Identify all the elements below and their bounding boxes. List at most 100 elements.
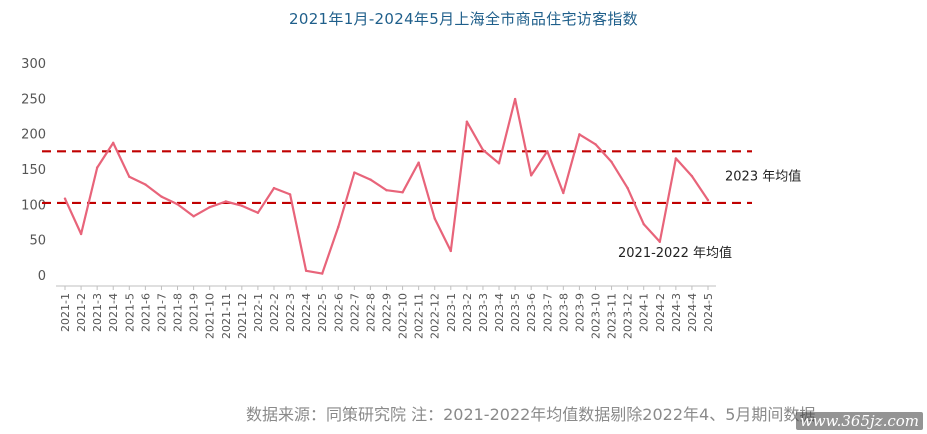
data-point bbox=[401, 191, 404, 194]
x-tick-label: 2024-1 bbox=[638, 293, 651, 332]
data-point bbox=[513, 97, 517, 101]
data-point bbox=[546, 150, 549, 153]
data-point bbox=[610, 160, 613, 164]
y-tick-label: 150 bbox=[21, 163, 46, 178]
x-tick-label: 2022-1 bbox=[252, 293, 265, 332]
x-tick-label: 2022-6 bbox=[332, 293, 345, 332]
x-tick-label: 2021-7 bbox=[155, 293, 168, 332]
data-point bbox=[224, 200, 227, 203]
data-point bbox=[690, 174, 694, 178]
site-watermark: www.365jz.com bbox=[795, 412, 923, 430]
data-point bbox=[112, 141, 115, 145]
x-tick-label: 2023-4 bbox=[493, 293, 506, 332]
y-tick-label: 300 bbox=[21, 57, 46, 72]
x-tick-label: 2024-2 bbox=[654, 293, 667, 332]
x-tick-label: 2024-5 bbox=[702, 293, 715, 332]
x-axis: 2021-1 2021-2 2021-3 2021-4 2021-5 2021-6 2021… bbox=[56, 285, 716, 339]
x-tick-label: 2022-10 bbox=[397, 293, 410, 339]
data-point bbox=[417, 161, 420, 164]
x-tick-label: 2023-12 bbox=[622, 293, 635, 339]
data-point bbox=[160, 195, 163, 198]
x-tick-label: 2021-5 bbox=[123, 293, 136, 332]
data-point bbox=[240, 204, 244, 207]
data-point bbox=[208, 205, 211, 209]
data-point bbox=[304, 269, 308, 272]
x-tick-label: 2023-5 bbox=[509, 293, 522, 332]
data-point bbox=[337, 225, 340, 229]
data-point bbox=[449, 249, 452, 253]
x-tick-label: 2021-11 bbox=[220, 293, 233, 339]
x-tick-label: 2023-9 bbox=[573, 293, 586, 332]
data-point bbox=[481, 148, 485, 152]
y-axis: 0 50 100 150 200 250 300 bbox=[21, 57, 46, 284]
data-point bbox=[321, 272, 324, 275]
x-tick-label: 2021-8 bbox=[172, 293, 185, 332]
x-tick-label: 2022-11 bbox=[413, 293, 426, 339]
data-point bbox=[497, 162, 501, 165]
x-tick-label: 2024-3 bbox=[670, 293, 683, 332]
x-tick-label: 2021-6 bbox=[139, 293, 152, 332]
data-point bbox=[529, 174, 533, 177]
x-tick-label: 2022-8 bbox=[364, 293, 377, 332]
data-point bbox=[288, 193, 292, 196]
x-tick-label: 2023-8 bbox=[557, 293, 570, 332]
x-tick-label: 2021-9 bbox=[188, 293, 201, 332]
data-point bbox=[642, 222, 645, 226]
x-tick-label: 2021-1 bbox=[59, 293, 72, 332]
average-line-label: 2023 年均值 bbox=[725, 168, 801, 184]
x-tick-label: 2021-12 bbox=[236, 293, 249, 339]
data-point bbox=[63, 197, 67, 200]
data-point bbox=[658, 240, 661, 243]
x-tick-label: 2023-1 bbox=[445, 293, 458, 332]
data-point bbox=[144, 183, 147, 186]
data-point bbox=[706, 198, 710, 202]
x-tick-label: 2022-3 bbox=[284, 293, 297, 332]
data-point bbox=[594, 143, 597, 146]
x-tick-label: 2023-10 bbox=[589, 293, 602, 339]
x-tick-label: 2022-4 bbox=[300, 293, 313, 332]
x-tick-label: 2023-7 bbox=[541, 293, 554, 332]
x-tick-label: 2021-4 bbox=[107, 293, 120, 332]
data-point bbox=[128, 175, 131, 178]
x-tick-label: 2022-2 bbox=[268, 293, 281, 332]
data-point bbox=[192, 215, 195, 218]
series-group bbox=[63, 97, 710, 275]
y-tick-label: 250 bbox=[21, 92, 46, 107]
y-tick-label: 50 bbox=[29, 234, 46, 249]
data-point bbox=[256, 211, 260, 215]
x-tick-label: 2022-7 bbox=[348, 293, 361, 332]
x-tick-label: 2023-6 bbox=[525, 293, 538, 332]
x-tick-label: 2023-3 bbox=[477, 293, 490, 332]
data-point bbox=[95, 166, 99, 169]
data-point bbox=[626, 186, 629, 190]
data-point bbox=[176, 203, 179, 206]
data-point bbox=[79, 232, 83, 236]
x-tick-label: 2021-10 bbox=[204, 293, 217, 339]
data-point bbox=[578, 133, 581, 136]
y-tick-label: 0 bbox=[38, 269, 46, 284]
data-point bbox=[353, 171, 356, 174]
data-point bbox=[674, 157, 678, 160]
series-line bbox=[63, 97, 710, 275]
data-point bbox=[369, 178, 372, 181]
data-point bbox=[562, 191, 565, 195]
chart-title: 2021年1月-2024年5月上海全市商品住宅访客指数 bbox=[289, 10, 638, 28]
x-tick-label: 2022-5 bbox=[316, 293, 329, 332]
x-tick-label: 2022-9 bbox=[381, 293, 394, 332]
data-point bbox=[433, 217, 436, 220]
average-line-label: 2021-2022 年均值 bbox=[618, 245, 732, 261]
x-tick-label: 2023-11 bbox=[606, 293, 619, 339]
data-point bbox=[465, 120, 469, 123]
data-point bbox=[272, 186, 276, 190]
x-tick-label: 2021-2 bbox=[75, 293, 88, 332]
y-tick-label: 200 bbox=[21, 128, 46, 143]
x-tick-label: 2024-4 bbox=[686, 293, 699, 332]
data-point bbox=[385, 189, 388, 192]
x-tick-label: 2021-3 bbox=[91, 293, 104, 332]
x-tick-label: 2023-2 bbox=[461, 293, 474, 332]
y-tick-label: 100 bbox=[21, 198, 46, 213]
x-tick-label: 2022-12 bbox=[429, 293, 442, 339]
source-note: 数据来源：同策研究院 注：2021-2022年均值数据剔除2022年4、5月期间… bbox=[246, 405, 816, 424]
reference-lines: 2023 年均值 2021-2022 年均值 bbox=[42, 150, 801, 261]
